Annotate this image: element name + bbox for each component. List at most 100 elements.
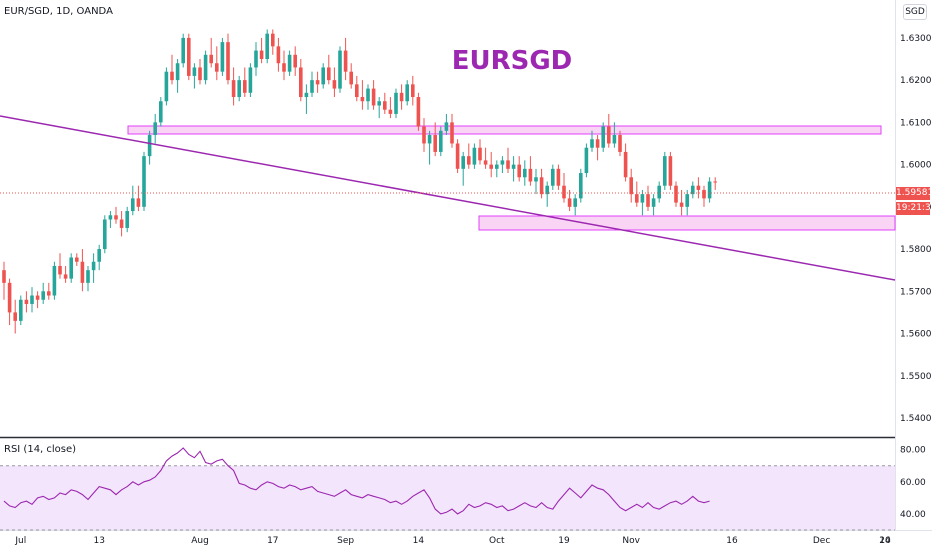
candle-body (164, 71, 169, 102)
candle-body (321, 67, 325, 85)
candle-body (159, 101, 163, 123)
candle-body (97, 249, 101, 262)
chart-title: EURSGD (452, 46, 573, 76)
support-zone[interactable] (478, 215, 896, 231)
candle (567, 189, 572, 212)
candle-body (209, 54, 213, 64)
candle (125, 206, 129, 233)
candle (271, 29, 275, 55)
candle-body (399, 92, 404, 102)
time-tick-label: Sep (337, 536, 354, 546)
candle (181, 33, 185, 68)
candle (237, 75, 241, 102)
currency-badge[interactable]: SGD (903, 4, 927, 20)
candle-body (7, 282, 12, 313)
candle-body (231, 80, 236, 98)
candle-body (19, 299, 23, 321)
candle-body (579, 173, 583, 199)
chart-frame (0, 0, 932, 531)
candle (517, 156, 521, 182)
candle-body (254, 50, 258, 68)
trendline[interactable] (0, 115, 896, 281)
time-tick-label: 17 (267, 536, 278, 546)
candle-body (461, 156, 465, 169)
candle-body (265, 33, 269, 60)
candle (69, 253, 73, 283)
candle (483, 147, 488, 169)
time-tick-label: 16 (726, 536, 738, 546)
candle (108, 211, 113, 228)
candle (192, 63, 197, 89)
candle (411, 75, 415, 106)
candle (164, 67, 169, 106)
candle (299, 59, 303, 102)
candle-body (562, 185, 566, 199)
candle-body (243, 80, 247, 93)
candle (506, 147, 510, 174)
candle (231, 67, 236, 106)
candle (584, 143, 589, 178)
symbol-legend[interactable]: EUR/SGD, 1D, OANDA (4, 6, 113, 17)
candle (433, 122, 437, 157)
candle-body (450, 122, 454, 144)
candle-body (702, 189, 706, 199)
candle (13, 299, 17, 334)
resistance-zone[interactable] (127, 125, 882, 135)
candle-body (114, 215, 118, 220)
candle-body (539, 177, 544, 195)
candle-body (315, 80, 320, 85)
candle (293, 46, 297, 76)
candle (444, 113, 449, 136)
rsi-legend[interactable]: RSI (14, close) (4, 444, 77, 455)
candle (674, 181, 678, 207)
candle (2, 261, 6, 300)
candle-body (125, 211, 129, 228)
candle-body (545, 185, 549, 195)
candle (355, 75, 359, 102)
candle-body (657, 185, 661, 199)
candle-body (332, 80, 337, 89)
candle-body (366, 88, 370, 102)
candle-body (495, 164, 499, 169)
candle-body (192, 67, 197, 76)
candle (439, 126, 443, 157)
candle-body (175, 63, 180, 81)
candle (623, 143, 628, 182)
candle (405, 80, 409, 106)
price-tick-label: 1.63000 (900, 34, 932, 44)
candle-body (327, 67, 331, 81)
candle (215, 46, 219, 81)
candle-body (478, 147, 482, 161)
candle (80, 249, 85, 292)
candle-body (259, 50, 264, 60)
candle (383, 92, 387, 114)
candle-body (489, 164, 493, 169)
candle-body (41, 291, 45, 300)
candle-body (299, 67, 303, 98)
candle (394, 88, 398, 119)
candle (489, 151, 493, 178)
price-tick-label: 1.55000 (900, 372, 932, 382)
candle (399, 84, 404, 110)
candle (511, 156, 516, 182)
price-axis: 1.630001.620001.610001.600001.590001.580… (900, 34, 932, 424)
candle (119, 211, 124, 237)
candle-body (573, 198, 577, 207)
candle-body (360, 97, 365, 102)
candle (556, 164, 561, 190)
candle (220, 37, 225, 76)
candle-body (534, 177, 538, 182)
rsi-line[interactable] (3, 447, 710, 515)
candle (198, 59, 202, 85)
candle (427, 130, 432, 165)
candle (35, 291, 40, 309)
rsi-tick-label: 60.00 (900, 478, 926, 488)
candle-body (528, 168, 533, 182)
candle (91, 253, 96, 283)
candle-body (63, 274, 68, 279)
candle (265, 29, 269, 64)
candle (461, 151, 465, 186)
candle-body (215, 63, 219, 72)
candle-body (506, 160, 510, 169)
